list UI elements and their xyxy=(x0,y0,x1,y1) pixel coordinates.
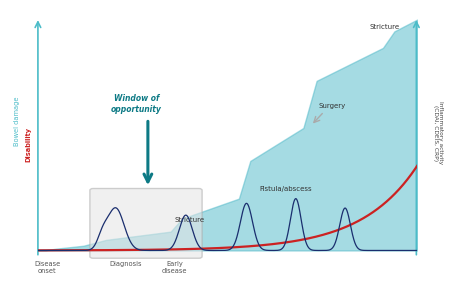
Text: Bowel damage: Bowel damage xyxy=(14,96,20,146)
Text: Stricture: Stricture xyxy=(370,24,400,30)
FancyBboxPatch shape xyxy=(90,189,202,258)
Text: Surgery: Surgery xyxy=(318,103,346,109)
Text: Early
disease: Early disease xyxy=(162,261,187,274)
Text: Fistula/abscess: Fistula/abscess xyxy=(260,186,312,192)
Text: Inflammatory activity
(CDAI, CDEIS, CRP): Inflammatory activity (CDAI, CDEIS, CRP) xyxy=(433,101,443,164)
Text: Disability: Disability xyxy=(26,127,31,162)
Text: Diagnosis: Diagnosis xyxy=(109,261,141,267)
Text: Disease
onset: Disease onset xyxy=(34,261,61,274)
Text: Window of
opportunity: Window of opportunity xyxy=(111,94,162,114)
Text: Stricture: Stricture xyxy=(174,217,205,224)
